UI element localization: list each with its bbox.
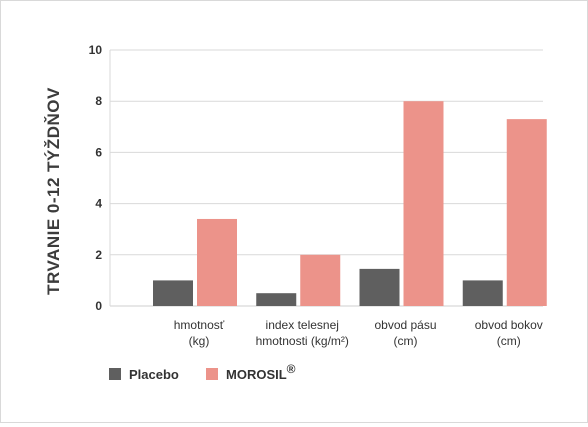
y-tick-label: 0 [95, 299, 102, 313]
y-tick-label: 2 [95, 248, 102, 262]
y-tick-label: 4 [95, 197, 102, 211]
bars [153, 101, 547, 307]
bar-placebo [359, 268, 400, 306]
y-axis-label: TRVANIE 0-12 TÝŽDŇOV [44, 87, 63, 295]
x-tick-label: hmotnosť (kg) [174, 318, 225, 348]
bar-morosil [403, 101, 444, 306]
bar-morosil [197, 218, 237, 306]
x-tick-label: obvod bokov (cm) [475, 318, 543, 348]
x-tick-labels: hmotnosť (kg) index telesnej hmotnosti (kg/… [174, 318, 543, 348]
y-tick-label: 10 [89, 43, 103, 57]
legend-label: Placebo [129, 367, 179, 382]
legend: Placebo MOROSIL® [109, 362, 296, 382]
x-tick-label: index telesnej hmotnosti (kg/m²) [256, 318, 349, 348]
bar-morosil [300, 254, 341, 306]
legend-swatch [206, 368, 218, 380]
bar-morosil [506, 119, 547, 307]
bar-placebo [256, 293, 297, 306]
legend-swatch [109, 368, 121, 380]
gridlines [109, 49, 543, 307]
bar-placebo [153, 280, 193, 306]
x-tick-label: obvod pásu (cm) [374, 318, 436, 348]
y-tick-label: 8 [95, 94, 102, 108]
legend-label: MOROSIL® [226, 362, 296, 382]
y-tick-labels: 0 2 4 6 8 10 [89, 43, 103, 313]
bar-placebo [462, 280, 503, 306]
y-tick-label: 6 [95, 145, 102, 159]
